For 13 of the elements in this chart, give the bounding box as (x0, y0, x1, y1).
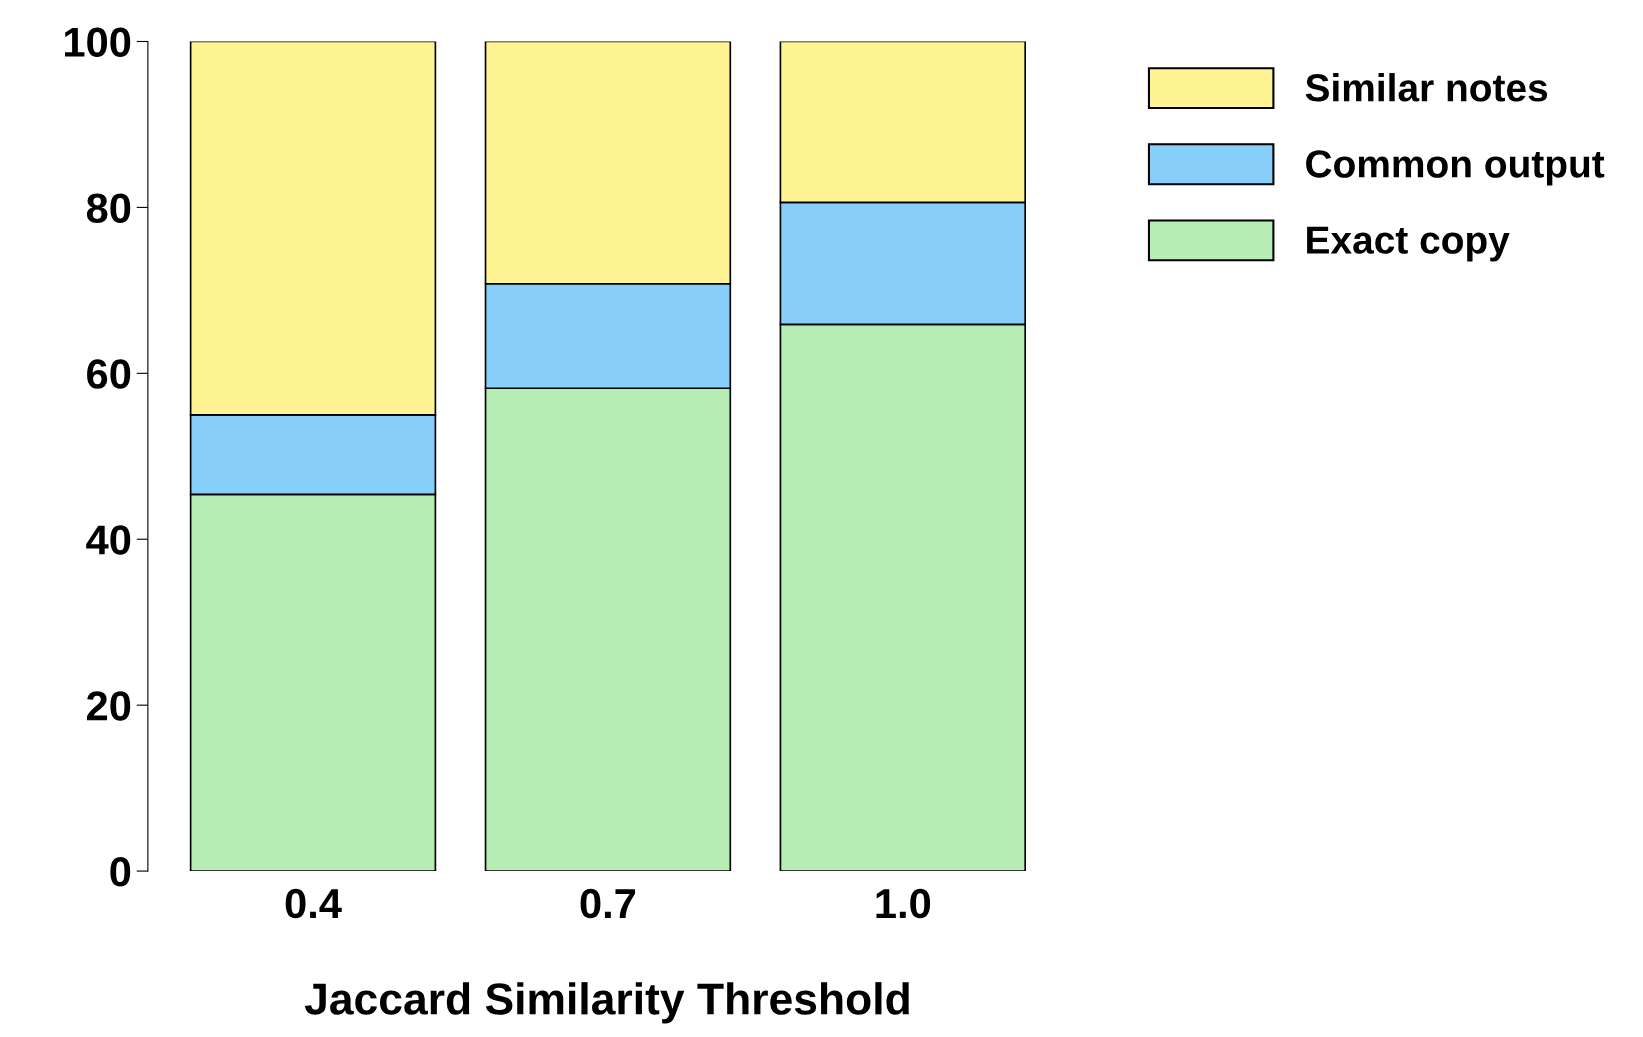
x-axis-title: Jaccard Similarity Threshold (304, 982, 909, 1024)
x-tick-label: 0.4 (285, 888, 342, 919)
legend-label: Similar notes (1305, 73, 1548, 102)
y-tick-label: 40 (86, 525, 131, 555)
legend-label: Common output (1306, 150, 1605, 186)
y-tick-label: 60 (87, 359, 131, 389)
y-tick-label: 80 (86, 193, 131, 223)
x-tick-label: 1.0 (876, 888, 931, 919)
legend-label: Exact copy (1307, 226, 1510, 262)
y-tick-label: 20 (87, 691, 131, 721)
y-tick-label: 100 (65, 27, 131, 57)
x-tick-label: 0.7 (580, 888, 636, 919)
y-tick-label: 0 (110, 857, 131, 887)
